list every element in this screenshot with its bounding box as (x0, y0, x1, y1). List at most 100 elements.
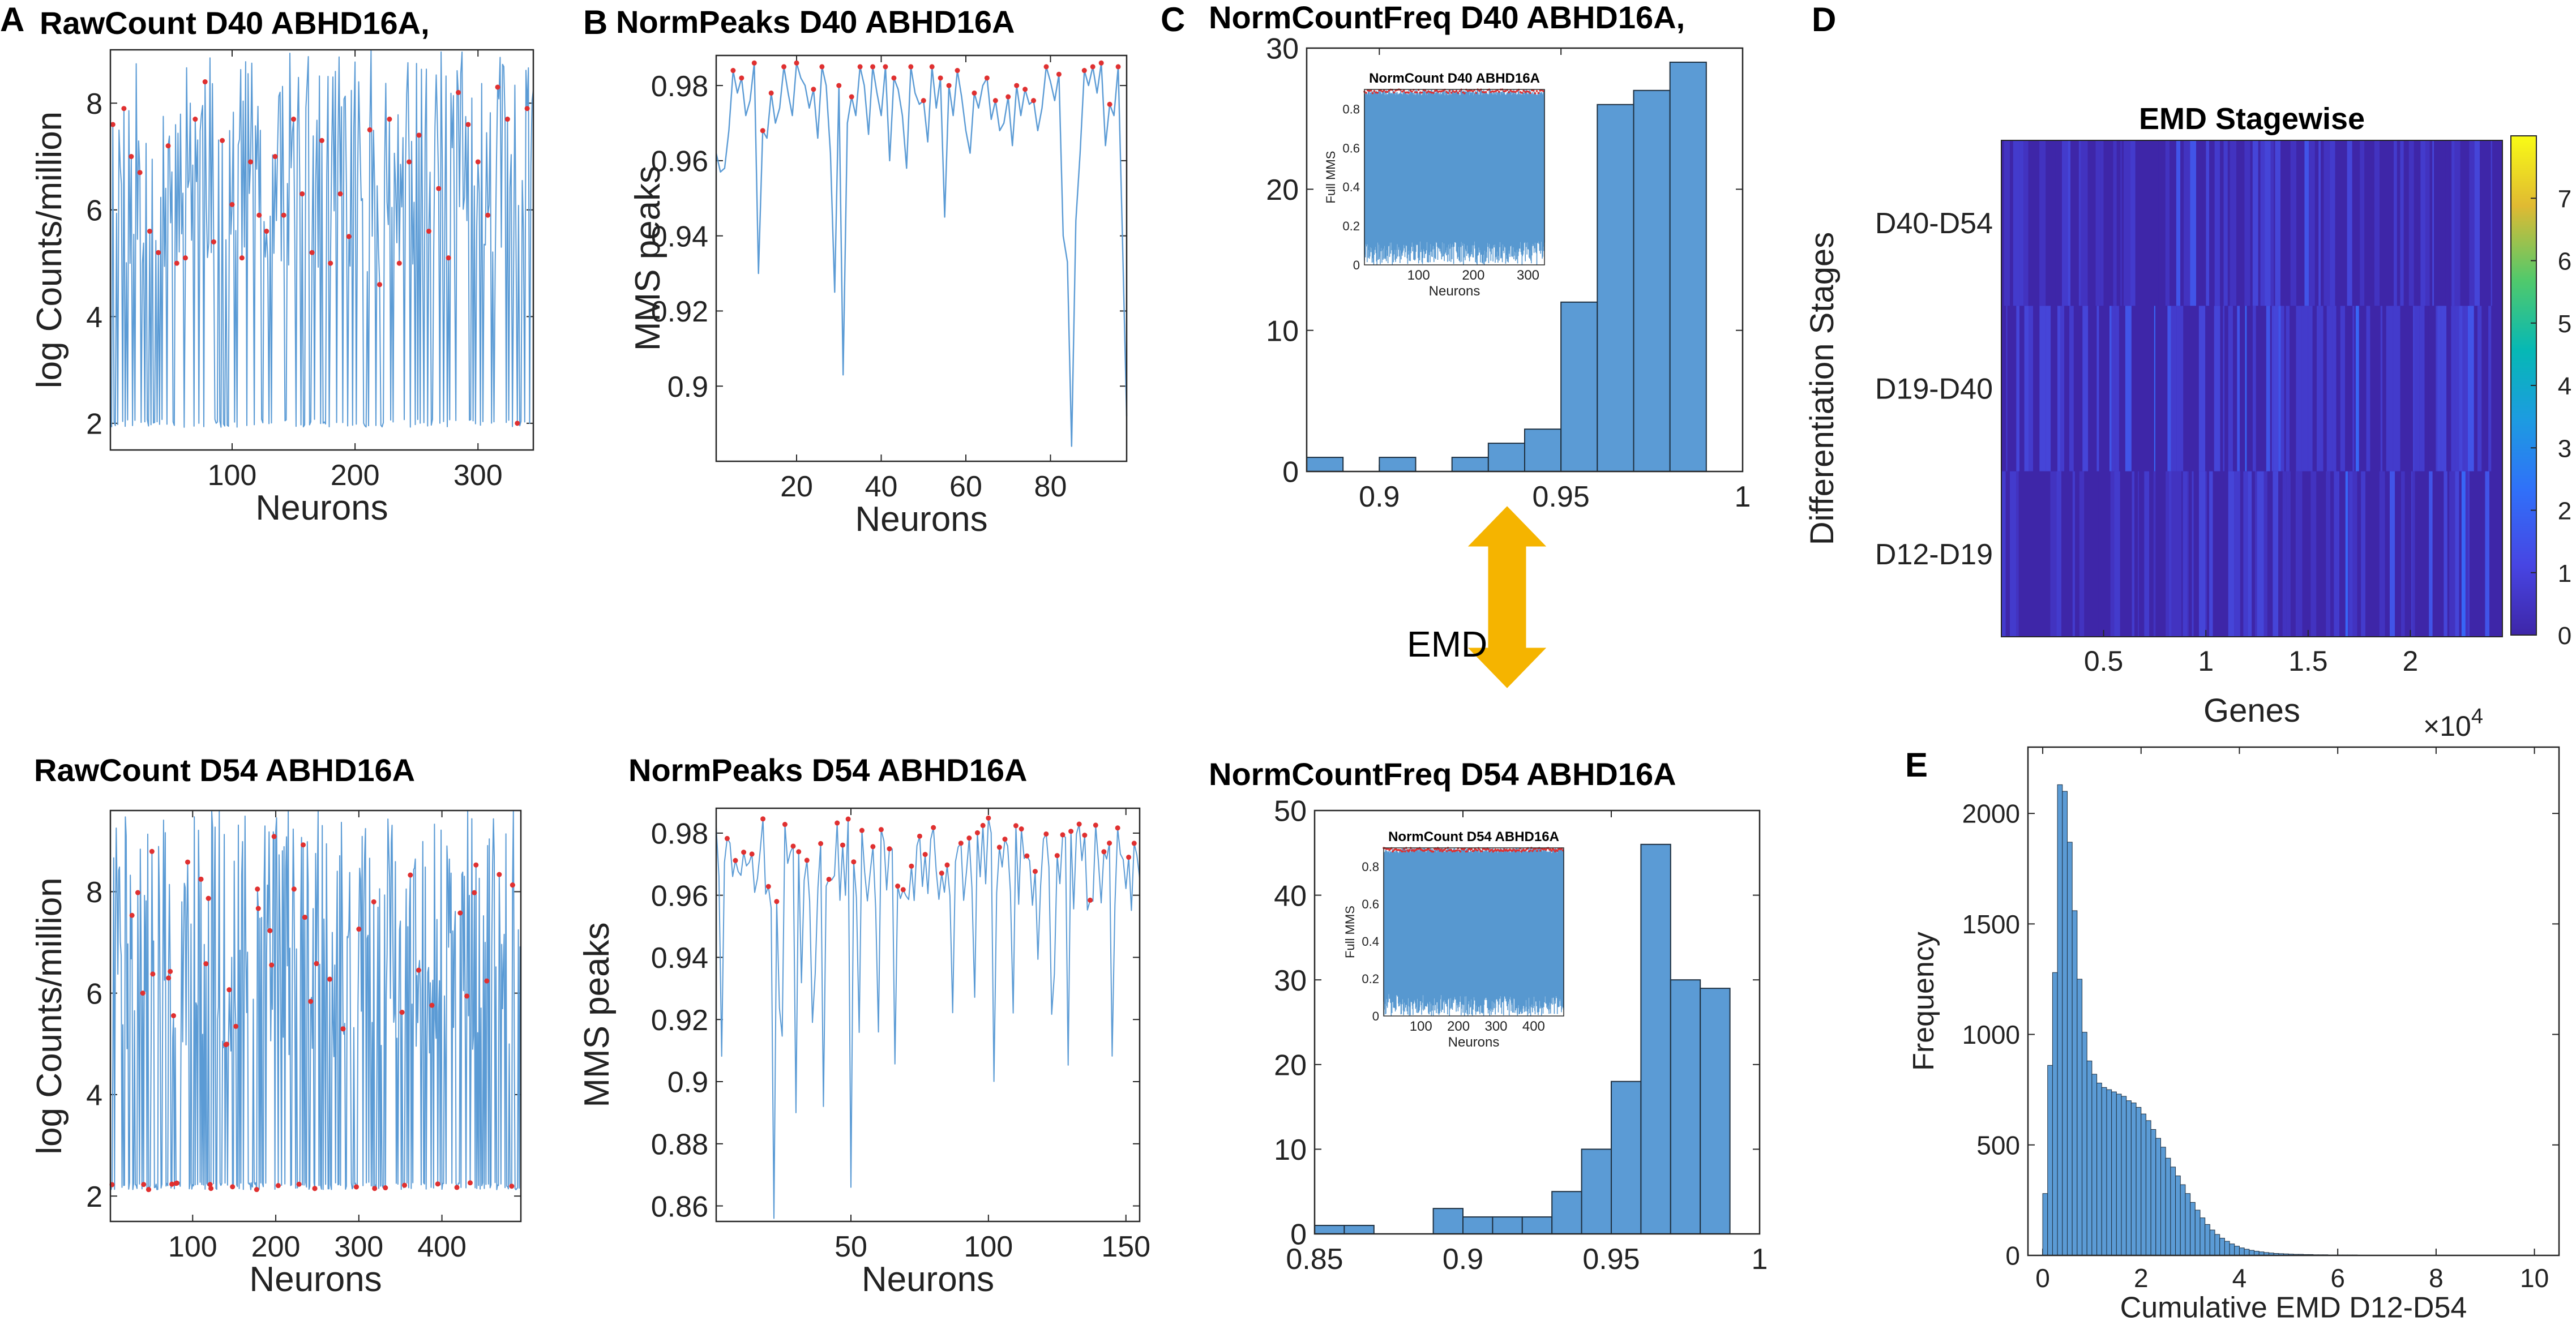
heatmap-cell (2296, 140, 2302, 306)
peak-point (464, 993, 470, 999)
heatmap-cell (2095, 140, 2101, 306)
axes-frame (2001, 140, 2503, 637)
x-tick-label: 0.95 (1533, 481, 1590, 513)
peak-point (515, 421, 520, 426)
y-tick-label: 20 (1266, 174, 1299, 207)
peak-point (346, 234, 352, 239)
heatmap-cell (2275, 140, 2281, 306)
peak-point (1022, 87, 1028, 92)
heatmap-cell (2138, 471, 2139, 637)
heatmap-cell (2385, 471, 2390, 637)
heatmap-cell (2474, 306, 2477, 471)
peak-point (446, 255, 451, 261)
y-tick-label: 2 (86, 1181, 102, 1214)
heatmap-cell (2177, 471, 2182, 637)
heatmap-cell (2326, 471, 2331, 637)
y-tick-label: 0 (1282, 456, 1299, 489)
inset-x-tick-label: 100 (1410, 1019, 1432, 1034)
peak-point (229, 201, 235, 207)
heatmap-cell (2198, 306, 2206, 471)
inset-y-tick-label: 0 (1372, 1009, 1379, 1023)
heatmap-cell (2447, 471, 2450, 637)
heatmap-cell (2188, 471, 2192, 637)
inset-peak-point (1468, 89, 1471, 92)
heatmap-cell (2046, 140, 2051, 306)
peak-point (207, 1182, 213, 1187)
heatmap-cell (2266, 306, 2270, 471)
peak-point (255, 906, 261, 911)
heatmap-cell (2467, 471, 2470, 637)
inset-peak-point (1462, 91, 1464, 94)
heatmap-cell (2382, 140, 2389, 306)
inset-peak-point (1490, 91, 1492, 93)
peak-point (760, 128, 765, 134)
y-tick-label: 0.96 (651, 880, 708, 912)
histogram-bar (1492, 1216, 1523, 1235)
heatmap-cell (2194, 306, 2199, 471)
inset-peak-point (1426, 91, 1428, 94)
heatmap-cell (2245, 306, 2247, 471)
peak-point (206, 895, 211, 901)
heatmap-cell (2273, 471, 2279, 637)
inset-peak-point (1445, 850, 1448, 852)
inset-peak-point (1539, 89, 1542, 92)
inset-title: NormCount D54 ABHD16A (1388, 829, 1559, 844)
heatmap-cell (2480, 140, 2481, 306)
inset-peak-point (1409, 848, 1411, 851)
heatmap-cell (2155, 140, 2159, 306)
peak-point (917, 833, 922, 839)
peak-point (984, 75, 990, 81)
inset-peak-point (1402, 850, 1404, 853)
x-tick-label: 0.95 (1582, 1243, 1640, 1276)
heatmap-cell (2031, 140, 2032, 306)
x-tick-label: 40 (865, 470, 898, 503)
peak-point (972, 90, 977, 96)
inset-peak-point (1455, 90, 1458, 92)
heatmap-cell (2170, 140, 2175, 306)
y-axis-label: log Counts/million (30, 877, 69, 1154)
x-axis-label: Neurons (855, 500, 987, 539)
heatmap-cell (2160, 306, 2163, 471)
inset-peak-point (1532, 89, 1535, 92)
heatmap-cell (2290, 306, 2296, 471)
inset-y-tick-label: 0.6 (1342, 141, 1360, 155)
histogram-bar (1640, 843, 1671, 1234)
heatmap-cell (2302, 471, 2307, 637)
heatmap-cell (2057, 306, 2061, 471)
heatmap-cell (2072, 471, 2076, 637)
heatmap-cell (2290, 471, 2294, 637)
heatmap-cell (2220, 306, 2223, 471)
x-axis-label: Neurons (862, 1260, 994, 1299)
y-tick-label: 2000 (1962, 799, 2020, 829)
peak-point (211, 239, 216, 245)
inset-y-axis-label: Full MMS (1324, 151, 1338, 204)
inset-x-tick-label: 300 (1517, 268, 1539, 283)
heatmap-cell (2454, 140, 2461, 306)
y-tick-label: 1000 (1962, 1020, 2020, 1049)
heatmap-cell (2246, 306, 2250, 471)
heatmap-cell (2382, 306, 2386, 471)
heatmap-cell (2050, 471, 2057, 637)
heatmap-cell (2039, 306, 2046, 471)
inset-peak-point (1529, 92, 1531, 95)
y-tick-label: 8 (86, 876, 102, 909)
heatmap-cell (2409, 471, 2411, 637)
peak-point (870, 844, 876, 850)
heatmap-cell (2162, 306, 2168, 471)
histogram-bar (2214, 1234, 2220, 1256)
heatmap-cell (2310, 471, 2317, 637)
histogram-bar (2165, 1157, 2171, 1256)
inset-peak-point (1442, 89, 1444, 92)
heatmap-cell (2380, 306, 2383, 471)
heatmap-cell (2380, 140, 2383, 306)
inset-peak-point (1522, 89, 1525, 92)
axes-frame (109, 809, 522, 1223)
inset-peak-point (1440, 848, 1443, 851)
panel-letter-a: A (0, 1, 24, 38)
heatmap-cell (2271, 306, 2274, 471)
peak-point (741, 850, 747, 855)
peak-point (1024, 853, 1030, 859)
heatmap-cell (2068, 306, 2070, 471)
heatmap-cell (2412, 471, 2415, 637)
inset-peak-point (1404, 850, 1406, 852)
